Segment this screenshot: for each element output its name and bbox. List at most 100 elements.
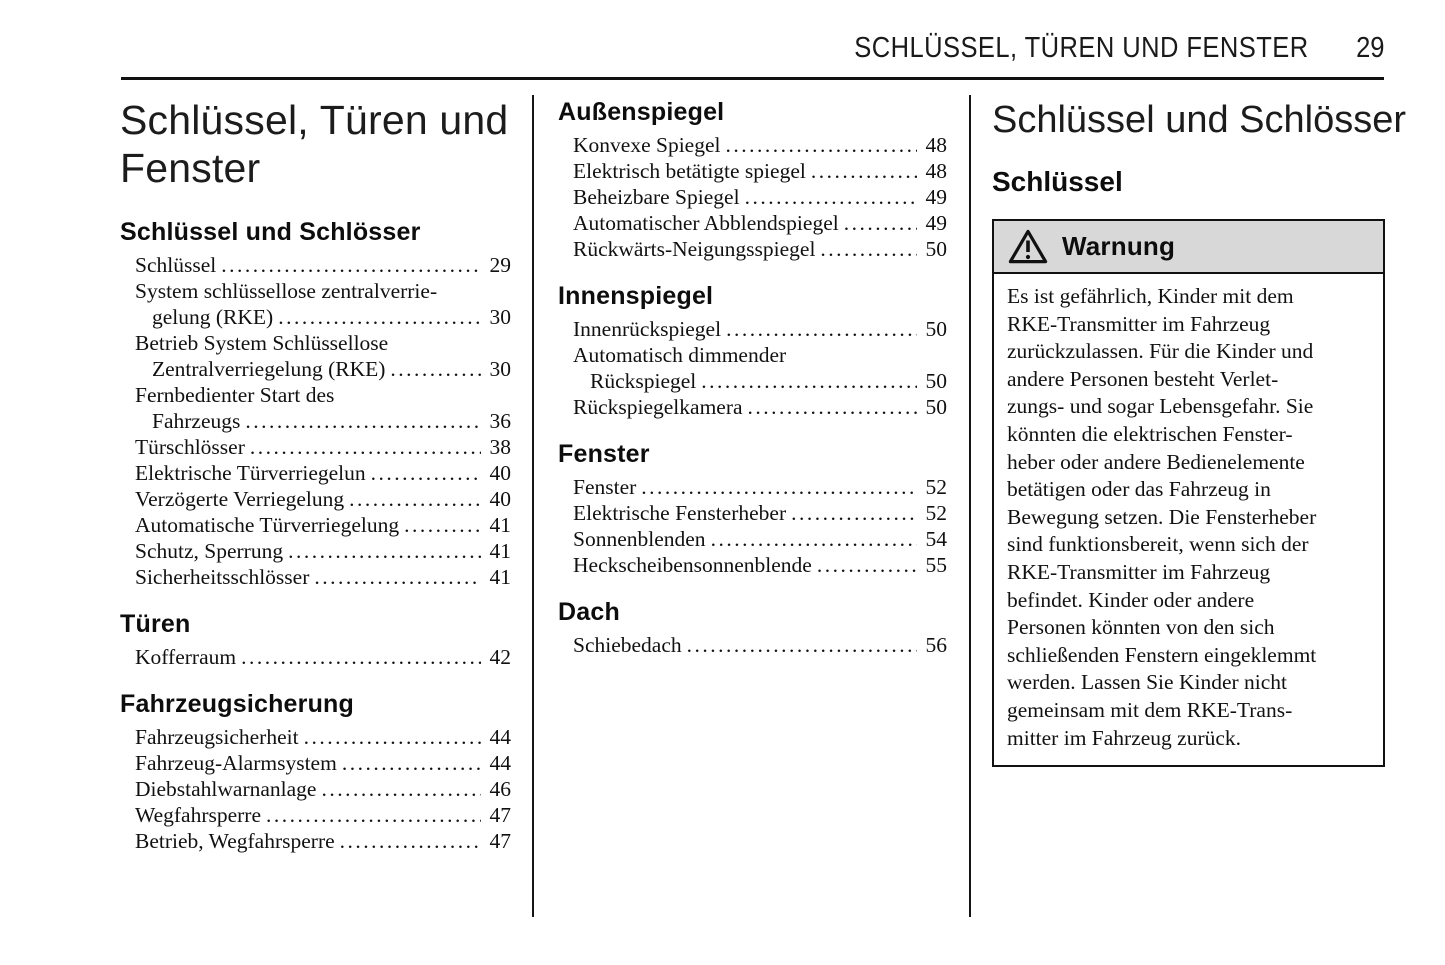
toc-leader-dots bbox=[390, 356, 481, 382]
toc-entry-line: Zentralverriegelung (RKE) 30 bbox=[120, 356, 511, 382]
toc-sections-1: Schlüssel und Schlösser Schlüssel 29 System… bbox=[120, 218, 511, 854]
toc-entry-page: 47 bbox=[489, 803, 512, 827]
toc-leader-dots bbox=[349, 486, 481, 512]
toc-entry-label: Türschlösser bbox=[135, 435, 245, 459]
toc-entry-line: Kofferraum 42 bbox=[120, 644, 511, 670]
toc-entry-line: Rückwärts-Neigungsspiegel 50 bbox=[558, 236, 947, 262]
toc-entry-label: Fenster bbox=[573, 475, 637, 499]
toc-leader-dots bbox=[404, 512, 481, 538]
toc-entry-line: Fahrzeugsicherheit 44 bbox=[120, 724, 511, 750]
toc-entry-line: Betrieb, Wegfahrsperre 47 bbox=[120, 828, 511, 854]
toc-entry-page: 38 bbox=[489, 435, 512, 459]
toc-leader-dots bbox=[811, 158, 917, 184]
toc-entry-line: Fenster 52 bbox=[558, 474, 947, 500]
toc-entry-label: Heckscheibensonnenblende bbox=[573, 553, 812, 577]
toc-entry-page: 44 bbox=[489, 725, 512, 749]
toc-entry-line: gelung (RKE) 30 bbox=[120, 304, 511, 330]
toc-entry-label: Betrieb, Wegfahrsperre bbox=[135, 829, 335, 853]
toc-entry-page: 29 bbox=[489, 253, 512, 277]
toc-entry-label: Sonnenblenden bbox=[573, 527, 706, 551]
toc-entry-label: Schlüssel bbox=[135, 253, 217, 277]
running-header-title: SCHLÜSSEL, TÜREN UND FENSTER bbox=[853, 32, 1309, 64]
toc-leader-dots bbox=[245, 408, 481, 434]
toc-entry-label: Diebstahlwarnanlage bbox=[135, 777, 317, 801]
warning-title: Warnung bbox=[1062, 231, 1176, 261]
toc-leader-dots bbox=[340, 828, 481, 854]
toc-section-heading: Fenster bbox=[558, 440, 650, 468]
toc-section-heading: Fahrzeugsicherung bbox=[120, 690, 354, 718]
toc-entry-line: Elektrische Fensterheber 52 bbox=[558, 500, 947, 526]
toc-entry-line: Betrieb System Schlüssellose bbox=[120, 330, 511, 356]
running-header: SCHLÜSSEL, TÜREN UND FENSTER 29 bbox=[854, 32, 1384, 65]
toc-entry-line: Sicherheitsschlösser 41 bbox=[120, 564, 511, 590]
toc-section-heading: Innenspiegel bbox=[558, 282, 714, 310]
toc-entry-line: Automatischer Abblendspiegel 49 bbox=[558, 210, 947, 236]
warning-header: Warnung bbox=[994, 221, 1383, 274]
toc-entry-line: Automatische Türverriegelung 41 bbox=[120, 512, 511, 538]
toc-entry-line: Fahrzeugs 36 bbox=[120, 408, 511, 434]
toc-entry-label: Rückwärts-Neigungsspiegel bbox=[573, 237, 816, 261]
toc-entry-label: Elektrische Fensterheber bbox=[573, 501, 787, 525]
toc-leader-dots bbox=[304, 724, 481, 750]
toc-entry-line: Heckscheibensonnenblende 55 bbox=[558, 552, 947, 578]
toc-entry-line: Fernbedienter Start des bbox=[120, 382, 511, 408]
toc-entry-page: 50 bbox=[925, 317, 948, 341]
article-title: Schlüssel und Schlösser bbox=[992, 99, 1406, 141]
toc-column-1: Schlüssel, Türen und Fenster Schlüssel u… bbox=[120, 96, 511, 854]
toc-section-heading: Dach bbox=[558, 598, 620, 626]
toc-entry-page: 44 bbox=[489, 751, 512, 775]
toc-entry-label: Fahrzeugs bbox=[152, 409, 241, 433]
toc-entry-line: Schutz, Sperrung 41 bbox=[120, 538, 511, 564]
toc-entry-label: System schlüssellose zentralverrie- bbox=[135, 279, 438, 303]
toc-leader-dots bbox=[342, 750, 481, 776]
toc-leader-dots bbox=[726, 316, 917, 342]
toc-entry-page: 50 bbox=[925, 237, 948, 261]
toc-leader-dots bbox=[250, 434, 481, 460]
toc-entry-label: Konvexe Spiegel bbox=[573, 133, 721, 157]
page-number: 29 bbox=[1355, 32, 1384, 64]
toc-entry-label: Wegfahrsperre bbox=[135, 803, 261, 827]
toc-entry-page: 46 bbox=[489, 777, 512, 801]
header-rule bbox=[121, 77, 1384, 80]
toc-leader-dots bbox=[791, 500, 917, 526]
toc-leader-dots bbox=[221, 252, 481, 278]
toc-entry-label: Innenrückspiegel bbox=[573, 317, 722, 341]
toc-leader-dots bbox=[817, 552, 917, 578]
toc-entry-page: 52 bbox=[925, 475, 948, 499]
toc-section-heading: Außenspiegel bbox=[558, 98, 725, 126]
toc-leader-dots bbox=[314, 564, 481, 590]
toc-entry-label: Sicherheitsschlösser bbox=[135, 565, 310, 589]
toc-entry-label: Elektrische Türverriegelun bbox=[135, 461, 366, 485]
toc-entry-label: Elektrisch betätigte spiegel bbox=[573, 159, 806, 183]
toc-leader-dots bbox=[701, 368, 917, 394]
toc-entry-label: Rückspiegelkamera bbox=[573, 395, 743, 419]
toc-entry-line: System schlüssellose zentralverrie- bbox=[120, 278, 511, 304]
article-subheading: Schlüssel bbox=[992, 166, 1123, 197]
toc-entry-page: 50 bbox=[925, 369, 948, 393]
toc-leader-dots bbox=[748, 394, 917, 420]
toc-entry-page: 41 bbox=[489, 513, 512, 537]
toc-entry-page: 41 bbox=[489, 565, 512, 589]
toc-entry-label: Schiebedach bbox=[573, 633, 682, 657]
toc-entry-line: Schiebedach 56 bbox=[558, 632, 947, 658]
toc-entry-page: 41 bbox=[489, 539, 512, 563]
warning-box: Warnung Es ist gefährlich, Kinder mit de… bbox=[992, 219, 1385, 768]
toc-entry-page: 52 bbox=[925, 501, 948, 525]
toc-entry-page: 56 bbox=[925, 633, 948, 657]
toc-entry-page: 30 bbox=[489, 357, 512, 381]
toc-entry-line: Konvexe Spiegel 48 bbox=[558, 132, 947, 158]
toc-entry-line: Schlüssel 29 bbox=[120, 252, 511, 278]
toc-leader-dots bbox=[641, 474, 917, 500]
toc-entry-line: Verzögerte Verriegelung 40 bbox=[120, 486, 511, 512]
toc-entry-label: Beheizbare Spiegel bbox=[573, 185, 740, 209]
toc-entry-page: 48 bbox=[925, 159, 948, 183]
toc-entry-line: Rückspiegelkamera 50 bbox=[558, 394, 947, 420]
toc-entry-label: gelung (RKE) bbox=[152, 305, 274, 329]
toc-leader-dots bbox=[820, 236, 917, 262]
toc-entry-label: Fahrzeugsicherheit bbox=[135, 725, 299, 749]
toc-leader-dots bbox=[745, 184, 917, 210]
toc-entry-page: 49 bbox=[925, 185, 948, 209]
toc-section-heading: Türen bbox=[120, 610, 191, 638]
